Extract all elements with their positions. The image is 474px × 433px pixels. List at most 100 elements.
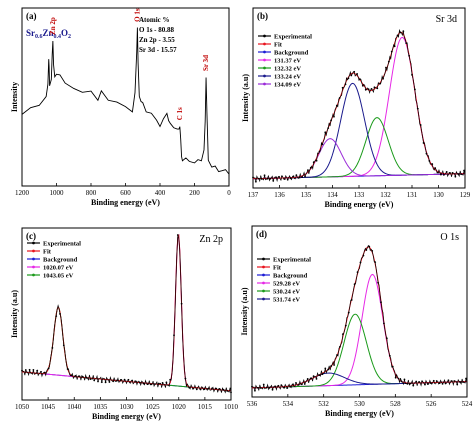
x-axis-label: Binding energy (eV) — [91, 198, 160, 207]
experimental-point — [265, 386, 268, 389]
experimental-point — [154, 383, 156, 386]
experimental-point — [180, 302, 183, 305]
x-tick-label: 130 — [433, 191, 444, 199]
experimental-point — [315, 159, 318, 162]
experimental-point — [330, 119, 332, 122]
x-tick-label: 136 — [274, 191, 285, 199]
x-tick-label: 532 — [318, 400, 329, 408]
experimental-point — [344, 324, 347, 327]
experimental-point — [298, 383, 300, 386]
plot-frame — [21, 227, 232, 401]
legend-marker — [262, 265, 265, 269]
formula-subscript: 0.4 — [54, 34, 62, 40]
experimental-point — [427, 383, 429, 385]
experimental-point — [465, 377, 467, 380]
experimental-point — [268, 386, 271, 389]
legend-marker — [263, 66, 266, 70]
panel-b: 137 136 135 134 133 132 131 130 129 Binding energ… — [241, 7, 471, 209]
experimental-point — [359, 78, 361, 80]
experimental-point — [333, 115, 335, 118]
experimental-point — [341, 86, 344, 89]
experimental-point — [327, 127, 330, 130]
experimental-point — [431, 163, 434, 165]
experimental-point — [226, 390, 229, 392]
experimental-point — [312, 161, 315, 164]
experimental-point — [150, 383, 153, 386]
experimental-point — [283, 178, 286, 180]
panel-letter: (a) — [26, 11, 37, 21]
experimental-point — [330, 365, 333, 367]
experimental-point — [214, 387, 217, 390]
experimental-point — [295, 381, 297, 384]
experimental-point — [89, 378, 92, 381]
x-tick-label: 0 — [227, 189, 231, 197]
experimental-point — [344, 83, 347, 86]
experimental-point — [380, 301, 382, 304]
experimental-point — [453, 380, 456, 382]
formula-subscript: 0.6 — [35, 34, 43, 40]
experimental-point — [419, 124, 422, 126]
experimental-point — [385, 337, 388, 340]
experimental-point — [300, 383, 303, 386]
experimental-point — [350, 299, 353, 301]
x-tick-label: 528 — [390, 400, 401, 408]
component-peak-line — [252, 117, 466, 180]
experimental-point — [448, 171, 451, 174]
experimental-point — [393, 45, 396, 48]
experimental-point — [405, 42, 408, 45]
experimental-point — [146, 383, 149, 386]
experimental-point — [85, 376, 88, 379]
experimental-point — [199, 388, 202, 391]
x-tick-label: 1035 — [93, 403, 108, 411]
experimental-point — [440, 173, 442, 176]
experimental-point — [303, 383, 306, 385]
x-tick-label: 129 — [460, 191, 471, 199]
y-axis-label: Intensity (a.u) — [240, 287, 249, 335]
panel-letter: (b) — [257, 11, 268, 21]
experimental-point — [424, 383, 426, 386]
x-tick-label: 1020 — [172, 403, 187, 411]
x-tick-label: 1000 — [50, 189, 65, 197]
experimental-point — [301, 176, 304, 178]
legend-marker — [32, 249, 35, 253]
experimental-point — [78, 375, 80, 378]
experimental-point — [429, 382, 432, 384]
experimental-point — [230, 391, 232, 394]
experimental-point — [286, 387, 289, 390]
experimental-point — [278, 175, 280, 178]
experimental-point — [157, 382, 160, 385]
experimental-point — [93, 379, 96, 382]
experimental-point — [368, 245, 371, 248]
experimental-point — [353, 70, 356, 73]
experimental-point — [184, 377, 187, 380]
x-tick-label: 1015 — [198, 403, 213, 411]
experimental-point — [435, 380, 438, 382]
experimental-point — [289, 177, 292, 180]
experimental-point — [66, 368, 69, 370]
legend-label: Fit — [274, 41, 283, 48]
experimental-point — [28, 368, 31, 371]
legend-label: 1043.05 eV — [43, 272, 74, 279]
legend-label: Background — [274, 49, 309, 56]
experimental-point — [371, 250, 374, 252]
experimental-point — [451, 172, 454, 174]
experimental-point — [295, 174, 298, 177]
legend-marker — [263, 50, 266, 54]
experimental-point — [81, 375, 84, 378]
experimental-point — [362, 254, 365, 257]
experimental-point — [207, 387, 210, 390]
experimental-point — [36, 369, 39, 372]
legend-label: 529.28 eV — [273, 280, 300, 287]
experimental-line — [21, 234, 232, 394]
experimental-point — [411, 73, 413, 76]
panel-a: 1200 1000 800 600 400 200 0 Binding energy (eV)… — [10, 7, 231, 207]
x-tick-label: 1025 — [146, 403, 161, 411]
experimental-point — [412, 384, 415, 387]
experimental-point — [108, 381, 111, 383]
experimental-point — [119, 378, 122, 381]
legend-label: Experimental — [273, 256, 311, 263]
component-peak-line — [252, 82, 466, 180]
experimental-point — [131, 379, 134, 382]
experimental-point — [262, 383, 265, 386]
panel-d: 536 534 532 530 528 526 524 Binding energy (eV)… — [240, 225, 473, 418]
